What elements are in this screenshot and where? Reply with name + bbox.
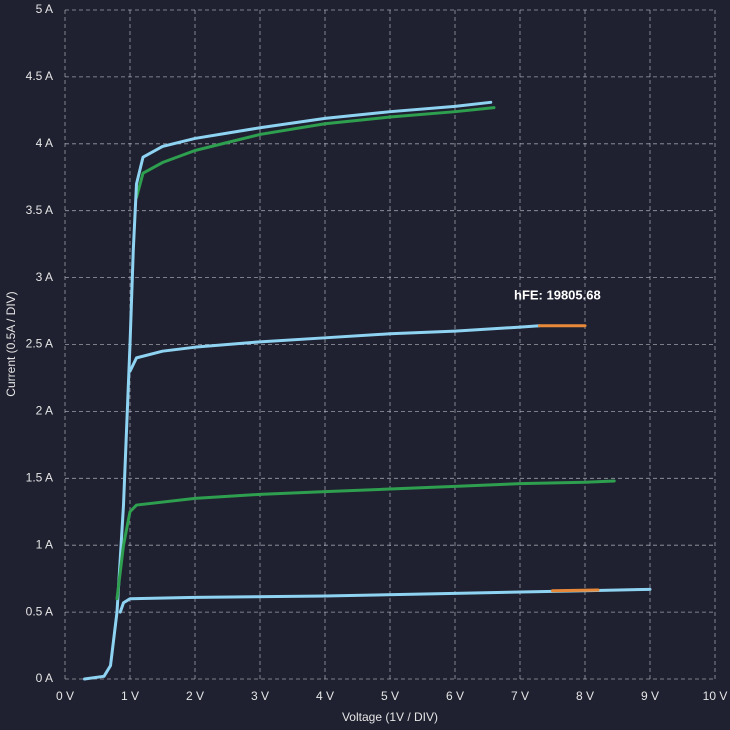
x-tick-label: 10 V: [703, 689, 728, 703]
annotation: hFE: 19805.68: [514, 287, 601, 302]
y-tick-label: 0 A: [36, 671, 53, 685]
y-tick-label: 3 A: [36, 270, 53, 284]
y-axis-label: Current (0.5A / DIV): [4, 291, 18, 396]
y-tick-label: 1 A: [36, 537, 53, 551]
x-tick-label: 6 V: [446, 689, 464, 703]
y-tick-label: 5 A: [36, 2, 53, 16]
trace: [551, 588, 600, 593]
x-tick-label: 1 V: [121, 689, 139, 703]
trace: [115, 479, 616, 601]
y-tick-label: 2.5 A: [26, 337, 53, 351]
y-tick-label: 4 A: [36, 136, 53, 150]
y-tick-label: 3.5 A: [26, 203, 53, 217]
trace: [135, 106, 496, 199]
x-tick-label: 7 V: [511, 689, 529, 703]
x-tick-label: 4 V: [316, 689, 334, 703]
x-tick-label: 3 V: [251, 689, 269, 703]
x-tick-label: 8 V: [576, 689, 594, 703]
x-axis-label: Voltage (1V / DIV): [342, 710, 438, 724]
y-tick-label: 1.5 A: [26, 470, 53, 484]
x-tick-label: 5 V: [381, 689, 399, 703]
trace: [128, 324, 541, 373]
x-tick-label: 9 V: [641, 689, 659, 703]
trace: [83, 100, 493, 681]
x-tick-label: 0 V: [56, 689, 74, 703]
x-tick-label: 2 V: [186, 689, 204, 703]
y-tick-label: 4.5 A: [26, 69, 53, 83]
y-tick-label: 0.5 A: [26, 604, 53, 618]
y-tick-label: 2 A: [36, 404, 53, 418]
